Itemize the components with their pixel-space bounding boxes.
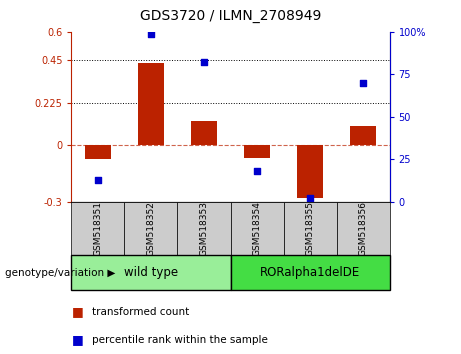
Text: ■: ■ xyxy=(71,305,83,318)
Point xyxy=(148,31,155,36)
Bar xyxy=(71,255,230,290)
Bar xyxy=(350,126,376,145)
Text: genotype/variation ▶: genotype/variation ▶ xyxy=(5,268,115,278)
Point xyxy=(306,195,313,201)
Text: transformed count: transformed count xyxy=(92,307,189,316)
Bar xyxy=(191,121,217,145)
Text: GSM518353: GSM518353 xyxy=(200,201,208,256)
Bar xyxy=(124,202,177,255)
Bar xyxy=(244,145,270,158)
Bar xyxy=(230,255,390,290)
Bar xyxy=(337,202,390,255)
Bar xyxy=(85,145,111,159)
Text: ■: ■ xyxy=(71,333,83,346)
Text: wild type: wild type xyxy=(124,266,178,279)
Bar xyxy=(71,202,124,255)
Text: GDS3720 / ILMN_2708949: GDS3720 / ILMN_2708949 xyxy=(140,9,321,23)
Bar xyxy=(177,202,230,255)
Bar xyxy=(138,63,164,145)
Text: RORalpha1delDE: RORalpha1delDE xyxy=(260,266,360,279)
Bar xyxy=(297,145,323,198)
Point xyxy=(359,80,366,86)
Text: GSM518355: GSM518355 xyxy=(306,201,314,256)
Point xyxy=(94,177,101,183)
Bar xyxy=(284,202,337,255)
Point xyxy=(200,59,207,65)
Bar xyxy=(230,202,284,255)
Point xyxy=(254,169,261,174)
Text: GSM518354: GSM518354 xyxy=(253,201,261,256)
Text: GSM518351: GSM518351 xyxy=(94,201,102,256)
Text: GSM518352: GSM518352 xyxy=(147,201,155,256)
Text: percentile rank within the sample: percentile rank within the sample xyxy=(92,335,268,345)
Text: GSM518356: GSM518356 xyxy=(359,201,367,256)
